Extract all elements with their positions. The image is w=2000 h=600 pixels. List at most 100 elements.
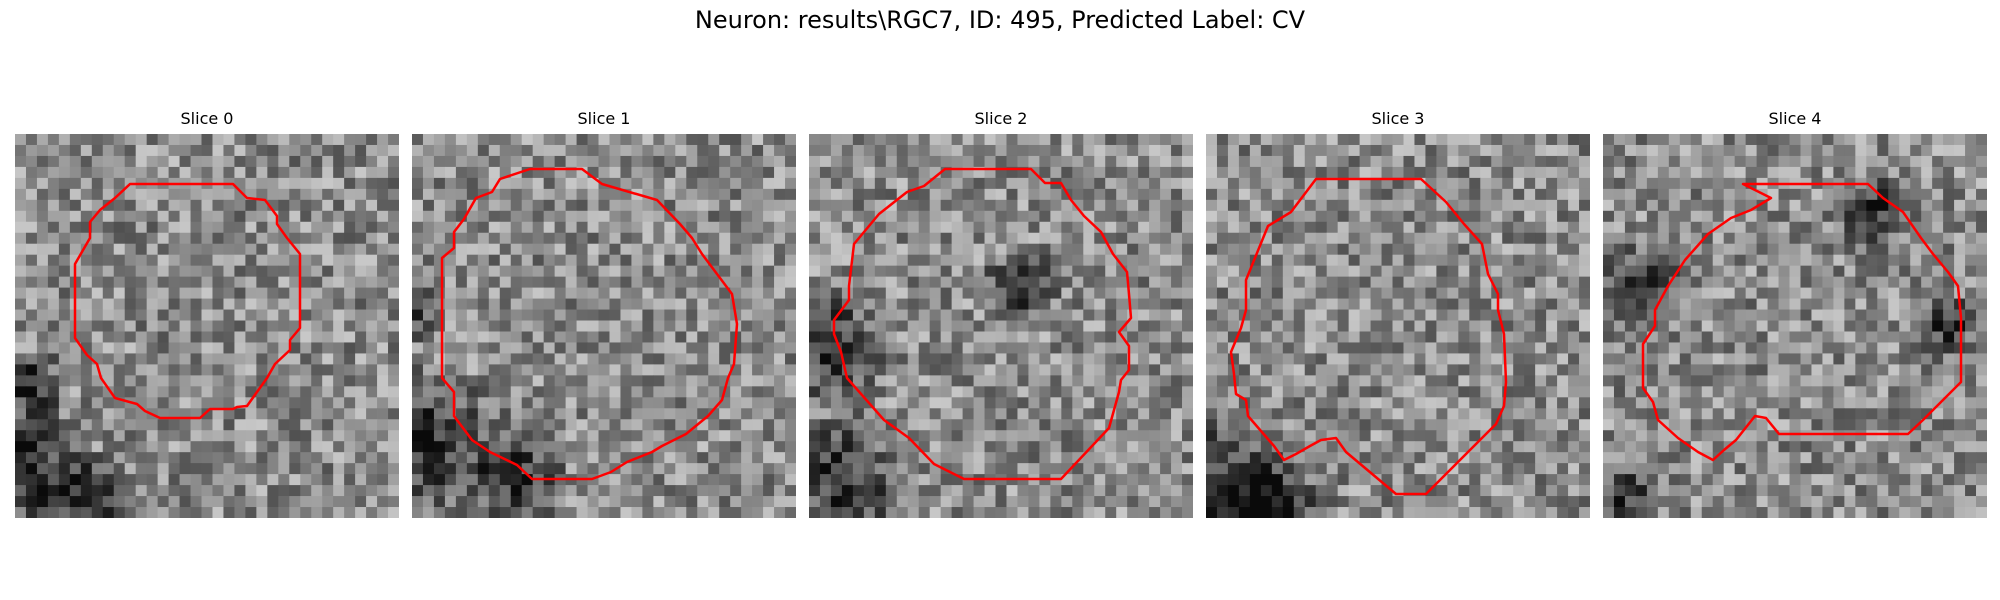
pixel xyxy=(212,408,224,420)
pixel xyxy=(521,452,534,464)
pixel xyxy=(1171,155,1183,168)
pixel xyxy=(47,342,60,354)
pixel xyxy=(1800,144,1812,157)
pixel xyxy=(355,364,367,376)
pixel xyxy=(1260,353,1273,365)
pixel xyxy=(58,309,71,321)
pixel xyxy=(1392,320,1404,332)
pixel xyxy=(455,375,468,387)
pixel xyxy=(146,485,159,497)
pixel xyxy=(973,353,985,365)
pixel xyxy=(1017,232,1029,245)
pixel xyxy=(1436,199,1448,212)
pixel xyxy=(686,441,698,453)
pixel xyxy=(1690,155,1703,168)
pixel xyxy=(1072,221,1084,234)
pixel xyxy=(388,485,399,497)
pixel xyxy=(819,320,832,332)
pixel xyxy=(179,144,191,157)
pixel xyxy=(69,419,82,431)
pixel xyxy=(1436,287,1448,299)
pixel xyxy=(1094,166,1106,179)
pixel xyxy=(774,134,786,146)
pixel xyxy=(1943,134,1955,146)
pixel xyxy=(223,408,235,420)
pixel xyxy=(587,134,599,146)
pixel xyxy=(1050,386,1062,398)
pixel xyxy=(809,188,821,201)
pixel xyxy=(598,265,610,278)
pixel xyxy=(157,210,169,223)
pixel xyxy=(1017,243,1029,256)
pixel xyxy=(1072,474,1084,486)
pixel xyxy=(355,298,367,310)
pixel xyxy=(1039,452,1051,464)
pixel xyxy=(1160,496,1172,508)
pixel xyxy=(1206,134,1218,146)
pixel xyxy=(609,386,621,398)
pixel xyxy=(885,177,898,190)
pixel xyxy=(488,353,501,365)
pixel xyxy=(1381,474,1393,486)
pixel xyxy=(852,463,865,475)
pixel xyxy=(256,419,268,431)
pixel xyxy=(1425,287,1437,299)
pixel xyxy=(1469,408,1481,420)
pixel xyxy=(741,309,753,321)
pixel xyxy=(973,364,985,376)
pixel xyxy=(1348,188,1360,201)
pixel xyxy=(929,254,942,267)
pixel xyxy=(907,364,920,376)
pixel xyxy=(388,430,399,442)
pixel xyxy=(984,342,996,354)
pixel xyxy=(929,419,942,431)
pixel xyxy=(907,210,920,223)
pixel xyxy=(322,298,334,310)
pixel xyxy=(1017,199,1029,212)
pixel xyxy=(1315,430,1328,442)
pixel xyxy=(1315,485,1328,497)
pixel xyxy=(1403,375,1415,387)
pixel xyxy=(841,276,854,288)
pixel xyxy=(1546,188,1558,201)
pixel xyxy=(686,485,698,497)
pixel xyxy=(918,134,931,146)
pixel xyxy=(830,397,843,409)
pixel xyxy=(278,463,290,475)
pixel xyxy=(1206,441,1218,453)
pixel xyxy=(543,276,556,288)
pixel xyxy=(168,419,180,431)
pixel xyxy=(896,430,909,442)
pixel xyxy=(1568,474,1580,486)
pixel xyxy=(124,496,137,508)
pixel xyxy=(885,287,898,299)
pixel xyxy=(1480,452,1492,464)
pixel xyxy=(1083,188,1095,201)
pixel xyxy=(1436,463,1448,475)
pixel xyxy=(752,452,764,464)
pixel xyxy=(80,375,93,387)
pixel xyxy=(995,463,1007,475)
pixel xyxy=(809,430,821,442)
pixel xyxy=(1557,166,1569,179)
pixel xyxy=(91,265,104,278)
pixel xyxy=(1546,221,1558,234)
pixel xyxy=(719,474,731,486)
pixel xyxy=(1976,134,1987,146)
pixel xyxy=(1359,386,1371,398)
pixel xyxy=(1206,144,1218,157)
pixel xyxy=(785,452,796,464)
pixel xyxy=(1293,386,1306,398)
pixel xyxy=(168,342,180,354)
pixel xyxy=(333,309,345,321)
pixel xyxy=(1260,177,1273,190)
pixel xyxy=(741,496,753,508)
pixel xyxy=(1182,265,1193,278)
pixel xyxy=(1712,134,1725,146)
pixel xyxy=(1249,276,1262,288)
pixel xyxy=(168,188,180,201)
pixel xyxy=(1414,309,1426,321)
pixel xyxy=(1524,287,1536,299)
pixel xyxy=(763,243,775,256)
pixel xyxy=(1083,265,1095,278)
